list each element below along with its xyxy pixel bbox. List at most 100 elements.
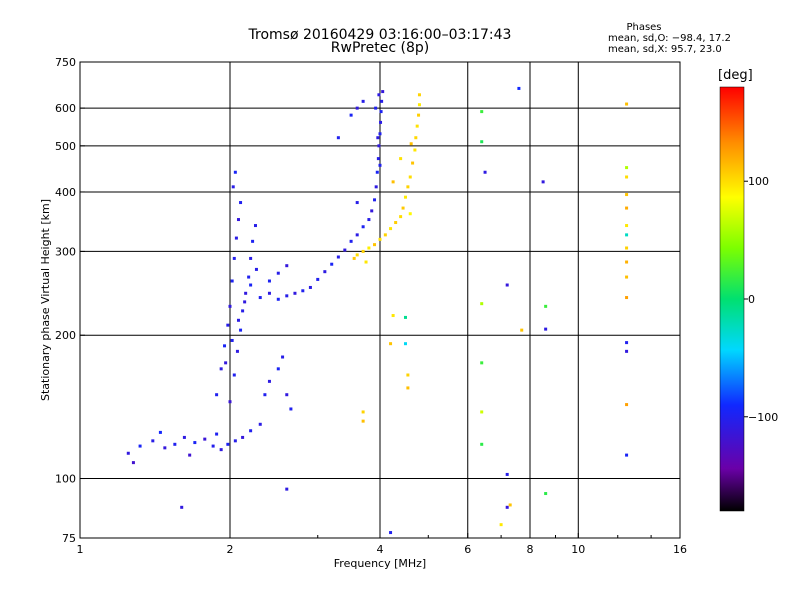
data-point	[355, 253, 359, 257]
data-point	[374, 185, 378, 189]
data-point	[544, 304, 548, 308]
colorbar-unit: [deg]	[718, 68, 753, 83]
data-point	[370, 209, 374, 213]
data-point	[235, 349, 239, 353]
x-axis-ticks: 1 2 4 6 8 10 16	[77, 533, 687, 556]
data-point	[293, 291, 297, 295]
data-point	[316, 277, 320, 281]
data-point	[241, 309, 245, 313]
data-point	[151, 439, 155, 443]
data-point	[158, 430, 162, 434]
data-point	[231, 185, 235, 189]
phase-stats-o-line: mean, sd,O: −98.4, 17.2	[608, 33, 731, 44]
data-point	[276, 271, 280, 275]
data-point	[355, 233, 359, 237]
data-point	[226, 323, 230, 327]
data-point	[625, 260, 629, 264]
data-point	[228, 400, 232, 404]
data-point	[330, 262, 334, 266]
y-tick-label: 100	[55, 473, 76, 486]
data-point	[417, 93, 421, 97]
colorbar-tick-label: −100	[748, 411, 778, 424]
data-point	[276, 367, 280, 371]
data-point	[361, 249, 365, 253]
data-point	[230, 279, 234, 283]
data-point	[352, 256, 356, 260]
data-point	[364, 260, 368, 264]
data-point	[505, 283, 509, 287]
data-point	[226, 442, 230, 446]
data-point	[389, 531, 393, 535]
data-point	[289, 407, 293, 411]
data-point	[281, 355, 285, 359]
y-axis-label: Stationary phase Virtual Height [km]	[39, 199, 52, 401]
colorbar-ticks: 100 0 −100	[744, 175, 778, 424]
data-point	[399, 157, 403, 161]
x-tick-label: 4	[377, 543, 384, 556]
data-point	[367, 246, 371, 250]
data-point	[232, 256, 236, 260]
colorbar-gradient	[719, 86, 745, 512]
data-point	[625, 233, 629, 237]
y-tick-label: 500	[55, 140, 76, 153]
data-point	[391, 180, 395, 184]
data-point	[188, 453, 192, 457]
data-point	[625, 453, 629, 457]
data-point	[625, 349, 629, 353]
x-tick-label: 2	[227, 543, 234, 556]
data-point	[383, 233, 387, 237]
data-point	[361, 225, 365, 229]
data-point	[285, 294, 289, 298]
data-point	[625, 175, 629, 179]
data-point	[406, 185, 410, 189]
data-point	[263, 393, 267, 397]
data-point	[406, 373, 410, 377]
data-point	[349, 239, 353, 243]
data-point	[381, 90, 385, 94]
data-point	[239, 201, 243, 205]
chart-subtitle: RwPretec (8p)	[330, 40, 430, 56]
data-point	[258, 296, 262, 300]
data-point	[380, 99, 384, 103]
data-point	[247, 275, 251, 279]
data-point	[480, 140, 484, 144]
data-point	[215, 432, 219, 436]
data-point	[138, 444, 142, 448]
data-point	[253, 224, 257, 228]
data-point	[408, 212, 412, 216]
data-point	[376, 157, 380, 161]
data-point	[374, 106, 378, 110]
data-point	[355, 106, 359, 110]
data-point	[163, 446, 167, 450]
data-point	[267, 379, 271, 383]
data-point	[361, 410, 365, 414]
y-tick-label: 75	[62, 532, 76, 545]
data-point	[417, 113, 421, 117]
data-point	[625, 403, 629, 407]
data-point	[389, 227, 393, 231]
data-point	[417, 103, 421, 107]
y-axis-ticks: 75 100 200 300 400 500 600 750	[55, 56, 85, 545]
data-point	[411, 161, 415, 165]
data-point	[541, 180, 545, 184]
data-point	[249, 429, 253, 433]
data-point	[544, 327, 548, 331]
data-points	[126, 86, 629, 535]
x-tick-label: 6	[464, 543, 471, 556]
data-point	[415, 124, 419, 128]
data-point	[126, 451, 130, 455]
grid-lines	[80, 62, 680, 538]
x-tick-label: 10	[571, 543, 585, 556]
colorbar: 100 0 −100	[719, 86, 778, 512]
data-point	[625, 296, 629, 300]
data-point	[625, 193, 629, 197]
data-point	[378, 163, 382, 167]
data-point	[219, 448, 223, 452]
data-point	[480, 361, 484, 365]
data-point	[379, 120, 383, 124]
data-point	[236, 318, 240, 322]
data-point	[379, 110, 383, 114]
data-point	[193, 441, 197, 445]
data-point	[625, 224, 629, 228]
data-point	[228, 304, 232, 308]
